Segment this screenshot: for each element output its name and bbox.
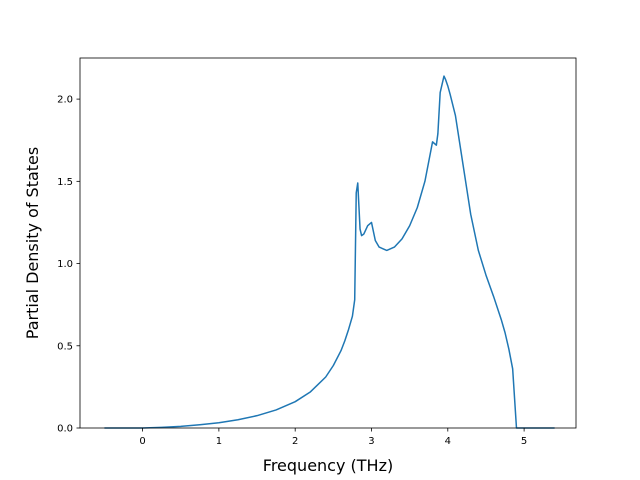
x-tick-label: 5 [521, 436, 527, 447]
y-tick-label: 1.5 [57, 177, 73, 188]
x-tick-label: 4 [445, 436, 451, 447]
y-axis-label: Partial Density of States [23, 147, 42, 339]
y-tick-label: 0.5 [57, 341, 73, 352]
y-tick-label: 0.0 [57, 424, 73, 435]
plot-area [104, 75, 555, 429]
y-tick-label: 1.0 [57, 259, 73, 270]
x-tick-label: 0 [139, 436, 145, 447]
x-axis-label: Frequency (THz) [263, 456, 393, 475]
pdos-series-line-0 [104, 75, 555, 429]
x-tick-label: 3 [368, 436, 374, 447]
axes-frame [79, 57, 577, 429]
x-tick-label: 1 [216, 436, 222, 447]
x-axis-ticks: 0 1 2 3 4 5 [139, 428, 527, 447]
y-tick-label: 2.0 [57, 95, 73, 106]
x-tick-label: 2 [292, 436, 298, 447]
y-axis-ticks: 0.0 0.5 1.0 1.5 2.0 [57, 95, 80, 435]
